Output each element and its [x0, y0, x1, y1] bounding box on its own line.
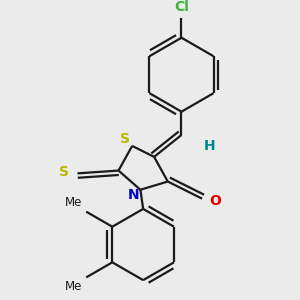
Text: Me: Me: [65, 196, 82, 209]
Text: S: S: [120, 132, 130, 146]
Text: Me: Me: [65, 280, 82, 293]
Text: S: S: [59, 165, 69, 179]
Text: O: O: [209, 194, 221, 208]
Text: Cl: Cl: [174, 0, 189, 14]
Text: N: N: [128, 188, 140, 202]
Text: H: H: [203, 139, 215, 153]
